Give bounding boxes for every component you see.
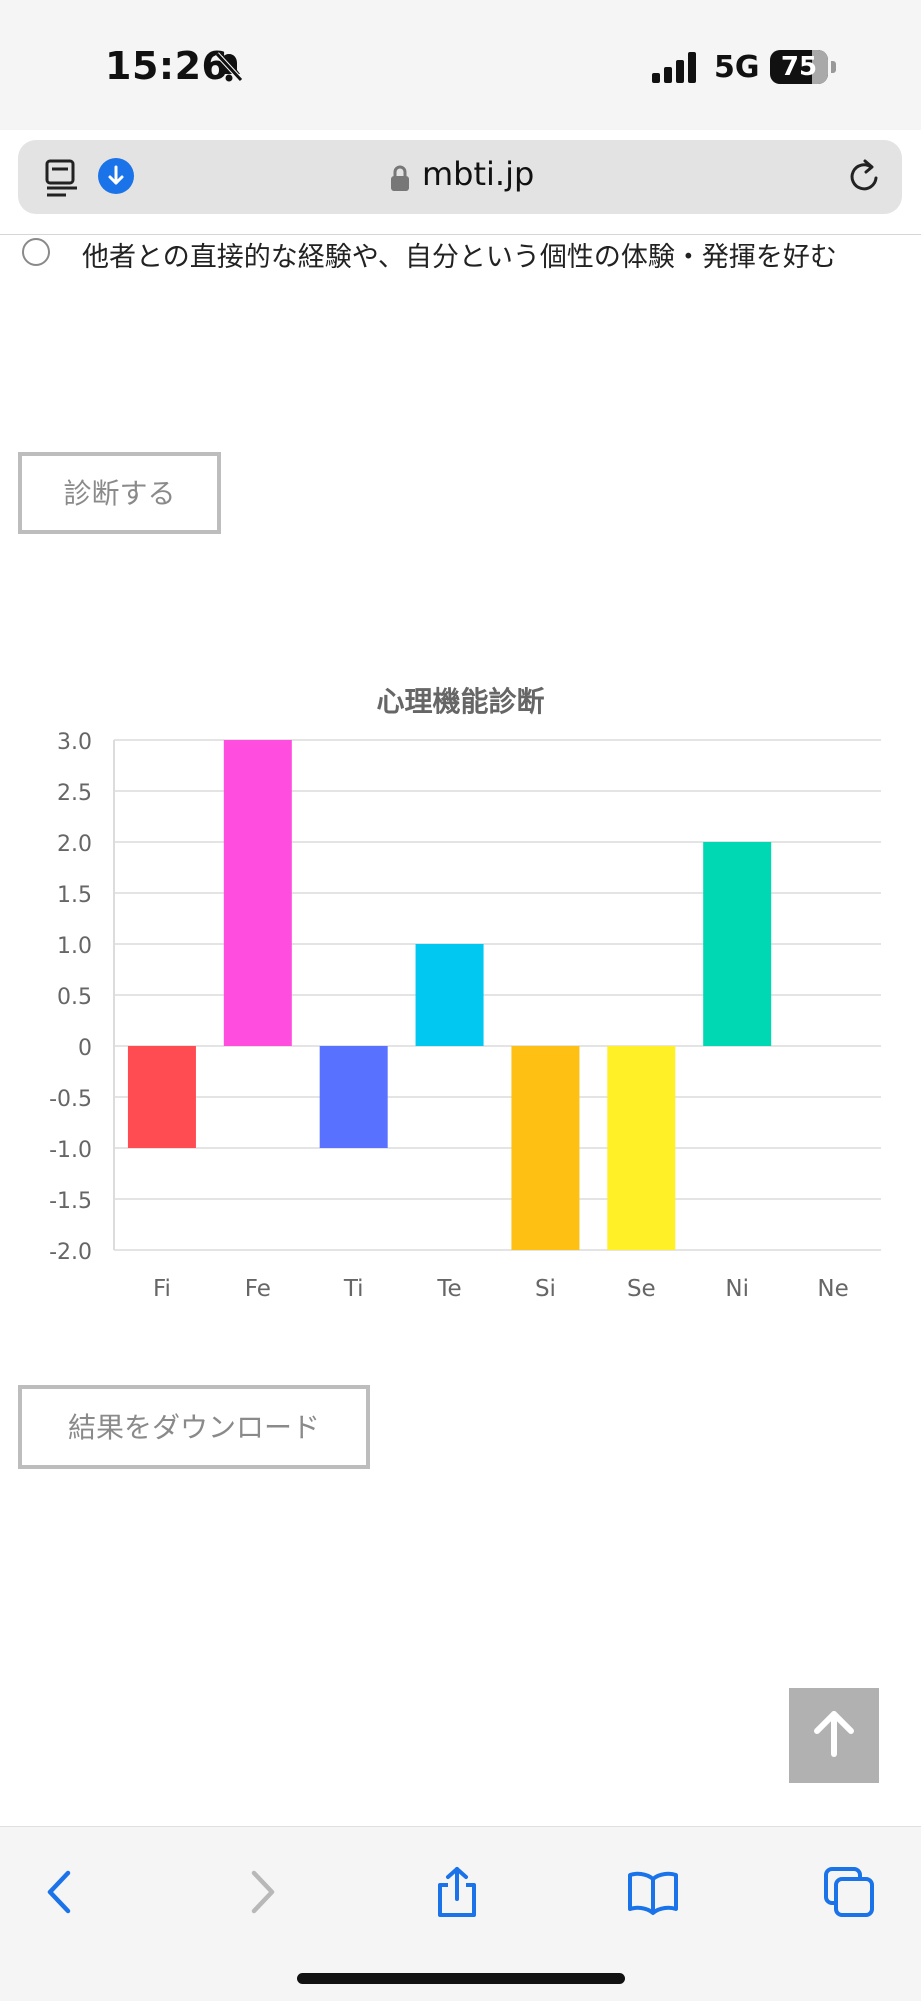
network-type: 5G [714, 50, 760, 85]
lock-icon [391, 165, 409, 191]
download-result-button[interactable]: 結果をダウンロード [18, 1385, 370, 1469]
home-indicator [297, 1973, 625, 1984]
share-icon[interactable] [430, 1865, 484, 1919]
y-tick-label: 3.0 [57, 730, 92, 755]
y-tick-label: 2.0 [57, 832, 92, 857]
diagnose-button[interactable]: 診断する [18, 452, 221, 534]
x-tick-label: Se [627, 1276, 656, 1302]
y-tick-label: -2.0 [49, 1240, 92, 1265]
bar-fe [223, 740, 292, 1046]
bar-fi [127, 1046, 196, 1148]
option-label[interactable]: 他者との直接的な経験や、自分という個性の体験・発揮を好む [82, 242, 837, 273]
bar-chart: 3.0 2.5 2.0 1.5 1.0 0.5 0 -0.5 -1.0 -1.5 -2.0 Fi Fe T… [49, 730, 881, 1302]
back-to-top-button[interactable] [789, 1688, 879, 1783]
battery-level: 75 [780, 52, 818, 82]
forward-icon[interactable] [234, 1865, 288, 1919]
bookmarks-icon[interactable] [626, 1865, 680, 1919]
bell-off-icon [215, 52, 243, 82]
url-text[interactable]: mbti.jp [422, 155, 535, 193]
y-tick-label: -1.5 [49, 1189, 92, 1214]
download-icon[interactable] [98, 158, 134, 194]
y-tick-label: 1.5 [57, 883, 92, 908]
back-icon[interactable] [34, 1865, 88, 1919]
chart-title: 心理機能診断 [376, 685, 545, 718]
address-bar[interactable]: mbti.jp [18, 140, 902, 214]
bar-se [607, 1046, 676, 1250]
bar-te [415, 944, 484, 1046]
battery-icon: 75 [770, 50, 828, 84]
option-radio[interactable] [22, 238, 50, 266]
tabs-icon[interactable] [822, 1865, 876, 1919]
bar-ti [319, 1046, 388, 1148]
y-tick-label: -1.0 [49, 1138, 92, 1163]
battery-nub [831, 61, 836, 73]
reload-icon[interactable] [846, 158, 882, 196]
x-tick-label: Ti [343, 1276, 364, 1302]
header-divider [0, 234, 921, 235]
y-tick-label: 0.5 [57, 985, 92, 1010]
browser-toolbar [0, 1826, 921, 2001]
x-tick-label: Ni [725, 1276, 749, 1302]
bar-ni [703, 842, 772, 1046]
bar-si [511, 1046, 580, 1250]
y-tick-label: -0.5 [49, 1087, 92, 1112]
y-tick-label: 2.5 [57, 781, 92, 806]
x-tick-label: Ne [817, 1276, 848, 1302]
x-tick-label: Fi [153, 1276, 171, 1302]
reader-icon[interactable] [44, 158, 80, 198]
arrow-up-icon [814, 1711, 854, 1757]
signal-icon [652, 51, 700, 83]
y-tick-label: 1.0 [57, 934, 92, 959]
y-tick-label: 0 [78, 1036, 92, 1061]
x-tick-label: Fe [245, 1276, 271, 1302]
status-bar: 15:26 5G 75 [0, 0, 921, 130]
status-time: 15:26 [105, 44, 229, 88]
x-tick-label: Te [436, 1276, 461, 1302]
x-tick-label: Si [535, 1276, 556, 1302]
